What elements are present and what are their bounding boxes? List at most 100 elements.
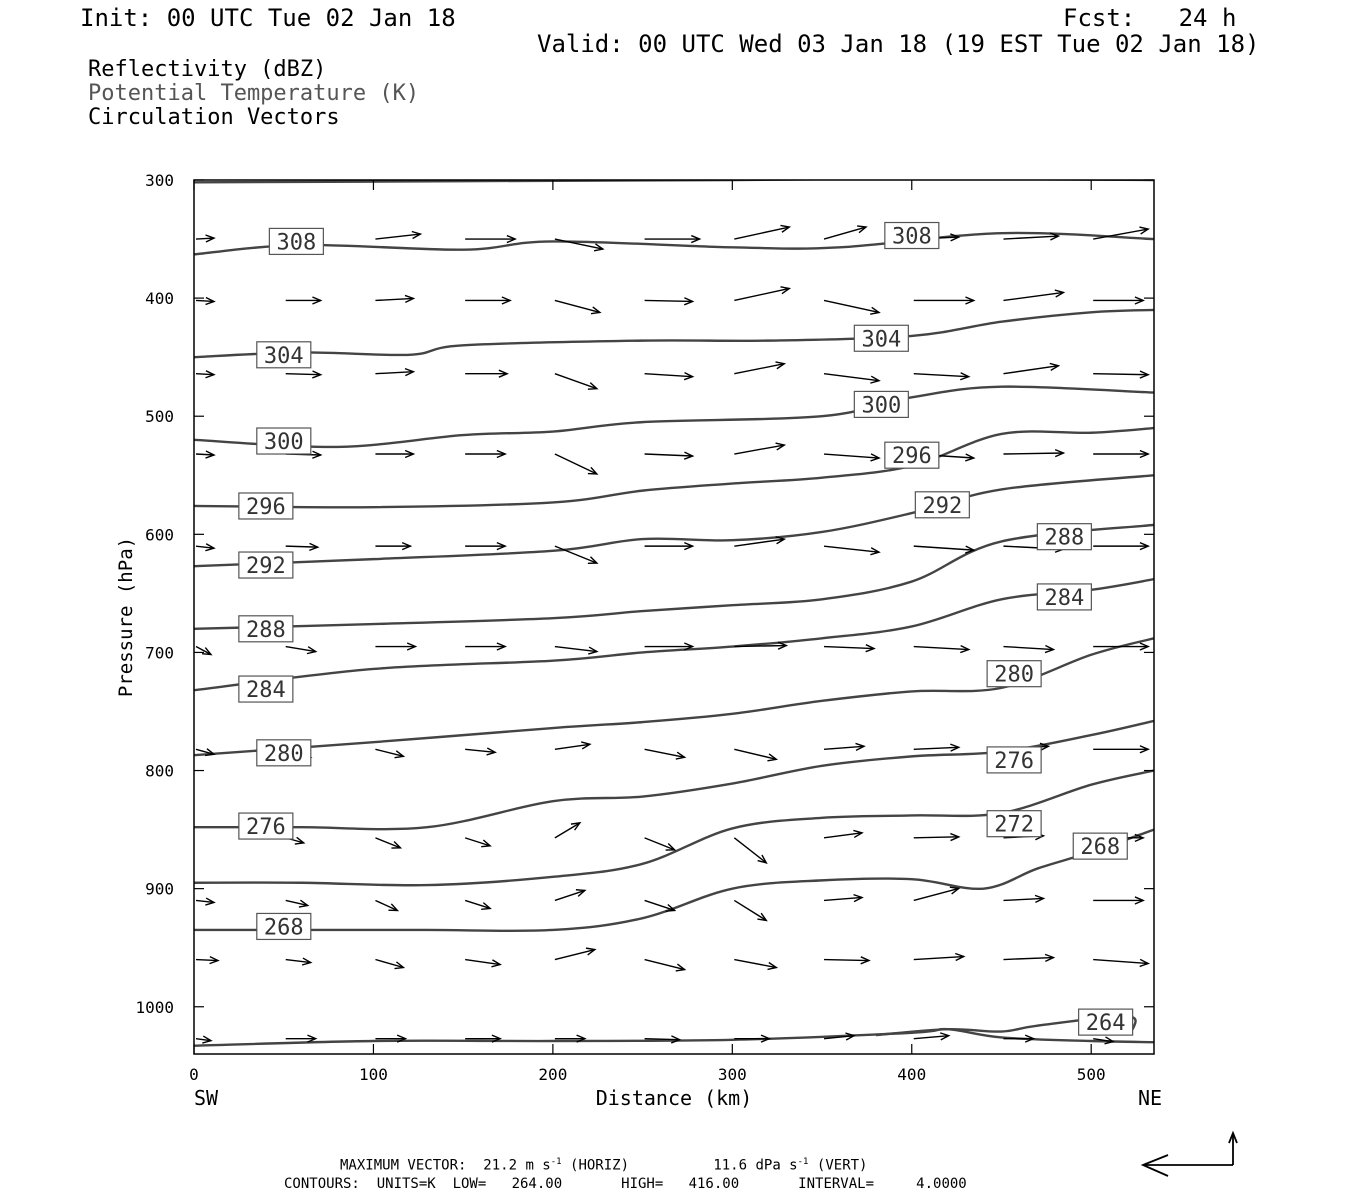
circulation-vector <box>285 296 323 305</box>
circulation-vector <box>464 837 492 848</box>
circulation-vector <box>375 230 423 240</box>
circulation-vector <box>913 296 976 305</box>
forecast-hour: Fcst: 24 h <box>1063 4 1237 32</box>
contour-label-272: 272 <box>986 810 1042 838</box>
circulation-vector <box>1093 1036 1115 1045</box>
circulation-vector <box>1093 541 1150 551</box>
svg-text:304: 304 <box>861 327 901 352</box>
svg-text:280: 280 <box>264 742 304 767</box>
circulation-vector <box>1003 289 1066 302</box>
x-tick-label: 100 <box>359 1065 388 1084</box>
contour-label-280: 280 <box>256 739 312 767</box>
circulation-vector <box>1003 448 1066 458</box>
svg-text:304: 304 <box>264 344 304 369</box>
circulation-vector <box>285 1034 318 1043</box>
circulation-vector <box>913 372 971 381</box>
circulation-vector <box>644 541 695 551</box>
circulation-vector <box>465 234 517 244</box>
vert-exponent: -1 <box>797 1157 809 1167</box>
circulation-vector <box>1093 226 1150 240</box>
svg-text:264: 264 <box>1086 1011 1126 1036</box>
circulation-vector <box>824 644 876 653</box>
circulation-vector <box>554 299 602 315</box>
svg-text:268: 268 <box>264 915 304 940</box>
svg-text:300: 300 <box>264 430 304 455</box>
circulation-vector <box>195 748 216 757</box>
contour-label-304: 304 <box>853 324 909 352</box>
max-vector-line: MAXIMUM VECTOR: 21.2 m s-1 (HORIZ) 11.6 … <box>340 1157 867 1174</box>
circulation-vector <box>465 1034 502 1043</box>
circulation-vector <box>823 225 868 240</box>
theta-contour-304 <box>194 308 1154 359</box>
circulation-vector <box>1003 894 1046 904</box>
circulation-vector <box>913 886 961 902</box>
circulation-vector <box>734 286 792 302</box>
plot-frame <box>193 179 1155 1055</box>
circulation-vector <box>465 296 512 305</box>
circulation-vector <box>644 1035 682 1044</box>
circulation-vector <box>823 299 881 315</box>
circulation-vector <box>913 545 976 554</box>
reference-vector-icon <box>1140 1130 1238 1177</box>
circulation-vector <box>195 543 216 552</box>
x-tick-label: 500 <box>1077 1065 1106 1084</box>
circulation-vector <box>1093 449 1150 459</box>
y-axis-label: Pressure (hPa) <box>115 537 137 697</box>
circulation-vector <box>195 234 216 243</box>
y-tick-label: 400 <box>145 289 174 308</box>
circulation-vector <box>554 1034 587 1043</box>
contour-label-292: 292 <box>238 551 294 579</box>
circulation-vector <box>554 545 599 564</box>
svg-text:308: 308 <box>276 230 316 255</box>
svg-text:288: 288 <box>246 618 286 643</box>
circulation-vector <box>1093 370 1150 379</box>
circulation-vector <box>195 645 213 656</box>
circulation-vector <box>195 296 216 306</box>
circulation-vector <box>375 449 416 459</box>
svg-text:272: 272 <box>994 813 1034 838</box>
contour-label-276: 276 <box>238 812 294 840</box>
circulation-vector <box>1003 232 1061 241</box>
theta-contour-280 <box>194 637 1154 757</box>
field-potential-temperature: Potential Temperature (K) <box>88 81 420 106</box>
contour-label-304: 304 <box>256 341 312 369</box>
svg-text:296: 296 <box>892 444 932 469</box>
circulation-vector <box>823 893 864 903</box>
x-endpoint-ne: NE <box>1138 1086 1162 1110</box>
svg-text:268: 268 <box>1080 835 1120 860</box>
svg-text:292: 292 <box>922 494 962 519</box>
circulation-vector <box>285 370 323 379</box>
circulation-vector <box>195 1035 213 1044</box>
field-circulation-vectors: Circulation Vectors <box>88 105 340 130</box>
circulation-vector <box>465 369 509 378</box>
circulation-vector <box>554 741 592 750</box>
svg-text:292: 292 <box>246 554 286 579</box>
y-tick-label: 600 <box>145 525 174 544</box>
x-tick-label: 400 <box>897 1065 926 1084</box>
theta-contour-308 <box>194 231 1154 256</box>
svg-text:284: 284 <box>1044 586 1084 611</box>
circulation-vector <box>375 367 416 377</box>
circulation-vector <box>1093 958 1150 968</box>
horiz-exponent: -1 <box>550 1157 562 1167</box>
svg-text:296: 296 <box>246 495 286 520</box>
circulation-vector <box>285 542 320 552</box>
y-tick-label: 800 <box>145 762 174 781</box>
circulation-vector <box>823 829 864 839</box>
contour-label-288: 288 <box>1036 523 1092 551</box>
svg-text:284: 284 <box>246 678 286 703</box>
contour-label-296: 296 <box>884 441 940 469</box>
circulation-vector <box>375 294 416 304</box>
contour-label-268: 268 <box>1072 832 1128 860</box>
theta-contour-292 <box>194 474 1154 568</box>
svg-text:276: 276 <box>246 815 286 840</box>
svg-text:288: 288 <box>1044 526 1084 551</box>
theta-contour-268 <box>194 828 1154 933</box>
circulation-vector <box>195 370 216 379</box>
contours-info: CONTOURS: UNITS=K LOW= 264.00 HIGH= 416.… <box>284 1176 967 1192</box>
svg-text:276: 276 <box>994 749 1034 774</box>
circulation-vector <box>644 958 687 972</box>
circulation-vector <box>285 645 318 655</box>
circulation-vector <box>733 899 768 922</box>
contour-label-296: 296 <box>238 492 294 520</box>
